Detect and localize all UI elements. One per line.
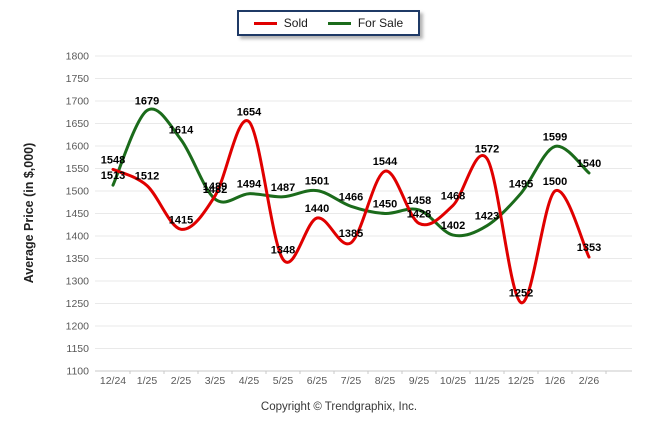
- y-tick-label: 1250: [66, 298, 90, 310]
- data-label-sold: 1548: [101, 154, 125, 166]
- x-tick-label: 3/25: [205, 375, 226, 387]
- legend-label-sold: Sold: [283, 16, 308, 30]
- legend-label-for-sale: For Sale: [357, 16, 404, 30]
- data-label-for-sale: 1487: [271, 182, 295, 194]
- data-label-for-sale: 1466: [339, 191, 363, 203]
- y-tick-label: 1700: [66, 96, 90, 108]
- data-label-sold: 1428: [407, 208, 431, 220]
- y-tick-label: 1650: [66, 118, 90, 130]
- x-tick-label: 1/25: [137, 375, 158, 387]
- y-tick-label: 1100: [66, 366, 89, 378]
- data-label-for-sale: 1679: [135, 95, 159, 107]
- data-label-for-sale: 1495: [509, 178, 533, 190]
- data-label-sold: 1440: [305, 203, 329, 215]
- x-tick-label: 4/25: [239, 375, 260, 387]
- data-label-sold: 1468: [441, 190, 465, 202]
- y-tick-label: 1600: [66, 141, 90, 153]
- y-tick-label: 1400: [66, 231, 90, 243]
- data-label-for-sale: 1501: [305, 176, 329, 188]
- x-tick-label: 12/24: [100, 375, 126, 387]
- data-label-sold: 1512: [135, 171, 159, 183]
- data-label-for-sale: 1513: [101, 170, 125, 182]
- y-tick-label: 1450: [66, 208, 90, 220]
- x-tick-label: 1/26: [545, 375, 566, 387]
- data-label-sold: 1544: [373, 156, 398, 168]
- y-tick-label: 1550: [66, 163, 90, 175]
- y-tick-label: 1150: [66, 343, 89, 355]
- data-label-for-sale: 1458: [407, 195, 431, 207]
- data-label-for-sale: 1494: [237, 179, 262, 191]
- legend-item-sold[interactable]: Sold: [253, 16, 308, 30]
- data-label-for-sale: 1482: [203, 184, 227, 196]
- series-line-for-sale: [111, 107, 591, 238]
- data-label-for-sale: 1614: [169, 125, 194, 137]
- y-tick-label: 1500: [66, 186, 90, 198]
- x-tick-label: 10/25: [440, 375, 466, 387]
- series-line-sold: [111, 119, 591, 305]
- data-label-sold: 1654: [237, 107, 262, 119]
- y-tick-label: 1300: [66, 276, 90, 288]
- data-label-for-sale: 1599: [543, 131, 567, 143]
- y-tick-label: 1750: [66, 73, 90, 85]
- x-tick-label: 6/25: [307, 375, 328, 387]
- data-label-sold: 1385: [339, 228, 363, 240]
- y-axis-title: Average Price (in $,000): [22, 142, 36, 284]
- y-tick-label: 1200: [66, 321, 90, 333]
- copyright-text: Copyright © Trendgraphix, Inc.: [260, 401, 418, 413]
- data-label-sold: 1415: [169, 214, 193, 226]
- data-label-sold: 1353: [577, 242, 601, 254]
- x-tick-label: 7/25: [341, 375, 362, 387]
- data-label-sold: 1500: [543, 176, 567, 188]
- x-tick-label: 2/26: [579, 375, 600, 387]
- for-sale-line-swatch: [327, 21, 351, 25]
- x-tick-label: 8/25: [375, 375, 396, 387]
- y-tick-label: 1800: [66, 51, 90, 63]
- x-tick-label: 5/25: [273, 375, 294, 387]
- y-tick-label: 1350: [66, 253, 90, 265]
- legend-item-for-sale[interactable]: For Sale: [327, 16, 404, 30]
- data-label-for-sale: 1450: [373, 199, 397, 211]
- x-tick-label: 9/25: [409, 375, 430, 387]
- x-tick-label: 12/25: [508, 375, 534, 387]
- data-label-for-sale: 1402: [441, 220, 465, 232]
- sold-line-swatch: [253, 21, 277, 25]
- legend: Sold For Sale: [237, 10, 420, 36]
- data-label-for-sale: 1423: [475, 211, 499, 223]
- data-label-sold: 1252: [509, 288, 533, 300]
- data-label-sold: 1572: [475, 144, 499, 156]
- data-label-sold: 1348: [271, 244, 295, 256]
- data-label-for-sale: 1540: [577, 158, 601, 170]
- data-label-sold: 1489: [203, 181, 227, 193]
- x-tick-label: 2/25: [171, 375, 192, 387]
- x-tick-label: 11/25: [474, 375, 500, 387]
